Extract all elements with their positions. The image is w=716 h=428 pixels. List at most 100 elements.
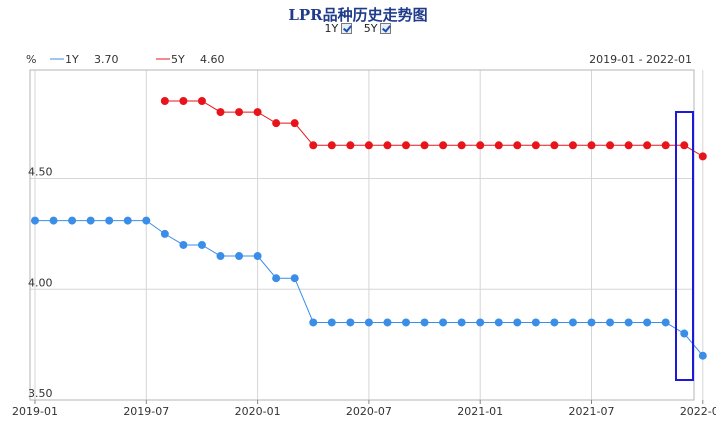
data-point-1Y <box>49 216 58 225</box>
data-point-5Y <box>550 141 559 150</box>
data-point-5Y <box>383 141 392 150</box>
data-point-1Y <box>439 318 448 327</box>
data-point-5Y <box>643 141 652 150</box>
data-point-1Y <box>587 318 596 327</box>
x-tick-label: 2019-07 <box>123 405 169 418</box>
data-point-5Y <box>346 141 355 150</box>
data-point-5Y <box>327 141 336 150</box>
data-point-5Y <box>197 97 206 106</box>
toggle-1y-label: 1Y <box>324 22 339 35</box>
data-point-1Y <box>568 318 577 327</box>
data-point-5Y <box>272 119 281 128</box>
series-toggles: 1Y 5Y <box>0 22 716 35</box>
data-point-5Y <box>698 152 707 161</box>
data-point-1Y <box>643 318 652 327</box>
series-layer <box>31 97 707 360</box>
data-point-1Y <box>680 329 689 338</box>
legend-value-1y: 3.70 <box>94 53 119 66</box>
data-point-5Y <box>587 141 596 150</box>
y-tick-label: 4.50 <box>28 166 53 179</box>
data-point-5Y <box>624 141 633 150</box>
data-point-1Y <box>383 318 392 327</box>
data-point-1Y <box>86 216 95 225</box>
data-point-5Y <box>160 97 169 106</box>
data-point-1Y <box>216 252 225 261</box>
data-point-5Y <box>568 141 577 150</box>
data-point-5Y <box>531 141 540 150</box>
grid-lines <box>30 70 704 401</box>
y-tick-label: 3.50 <box>28 387 53 400</box>
y-tick-label: 4.00 <box>28 276 53 289</box>
data-point-5Y <box>253 108 262 117</box>
data-point-1Y <box>290 274 299 283</box>
data-point-1Y <box>476 318 485 327</box>
data-point-5Y <box>513 141 522 150</box>
legend-name-5y: 5Y <box>171 53 185 66</box>
highlight-box <box>675 111 694 381</box>
data-point-1Y <box>309 318 318 327</box>
x-tick-label: 2020-07 <box>346 405 392 418</box>
toggle-5y[interactable]: 5Y <box>364 22 392 35</box>
data-point-5Y <box>402 141 410 150</box>
x-tick-label: 2020-01 <box>235 405 281 418</box>
data-point-5Y <box>494 141 503 150</box>
data-point-5Y <box>680 141 689 150</box>
data-point-1Y <box>531 318 540 327</box>
data-point-5Y <box>420 141 429 150</box>
data-point-1Y <box>346 318 355 327</box>
plot-frame <box>29 69 695 401</box>
toggle-1y[interactable]: 1Y <box>325 22 353 35</box>
data-point-1Y <box>253 252 262 261</box>
x-tick-label: 2019-01 <box>12 405 58 418</box>
data-point-1Y <box>698 351 707 360</box>
data-point-1Y <box>105 216 114 225</box>
data-point-1Y <box>31 216 39 225</box>
data-point-1Y <box>160 229 169 238</box>
data-point-5Y <box>606 141 615 150</box>
data-point-1Y <box>420 318 429 327</box>
x-tick-label: 2022-01 <box>680 405 716 418</box>
data-point-1Y <box>197 240 206 249</box>
data-point-5Y <box>309 141 318 150</box>
data-point-1Y <box>123 216 132 225</box>
data-point-5Y <box>661 141 670 150</box>
data-point-1Y <box>550 318 559 327</box>
checkbox-checked-icon[interactable] <box>380 23 392 34</box>
data-point-1Y <box>179 240 188 249</box>
y-unit-label: % <box>26 53 36 66</box>
data-point-1Y <box>68 216 77 225</box>
data-point-5Y <box>476 141 485 150</box>
checkbox-checked-icon[interactable] <box>341 23 353 34</box>
data-point-5Y <box>179 97 188 106</box>
data-point-1Y <box>364 318 373 327</box>
x-tick-labels: 2019-01 2019-07 2020-01 2020-07 2021-01 2021-… <box>12 400 716 418</box>
data-point-5Y <box>290 119 299 128</box>
data-point-1Y <box>235 252 244 261</box>
chart-title: LPR品种历史走势图 <box>288 6 428 24</box>
legend: 1Y 3.70 5Y 4.60 <box>50 53 225 66</box>
legend-value-5y: 4.60 <box>200 53 225 66</box>
data-point-5Y <box>216 108 225 117</box>
date-range-label: 2019-01 - 2022-01 <box>589 53 692 66</box>
toggle-5y-label: 5Y <box>363 22 378 35</box>
data-point-1Y <box>327 318 336 327</box>
data-point-5Y <box>235 108 244 117</box>
x-tick-label: 2021-07 <box>569 405 615 418</box>
x-tick-label: 2021-01 <box>457 405 503 418</box>
data-point-1Y <box>606 318 615 327</box>
data-point-1Y <box>661 318 670 327</box>
data-point-1Y <box>272 274 281 283</box>
data-point-1Y <box>142 216 151 225</box>
data-point-1Y <box>494 318 503 327</box>
data-point-1Y <box>624 318 633 327</box>
data-point-1Y <box>513 318 522 327</box>
legend-name-1y: 1Y <box>65 53 79 66</box>
y-tick-labels: 3.50 4.00 4.50 <box>28 166 53 400</box>
data-point-5Y <box>457 141 466 150</box>
series-line-5Y <box>164 100 704 157</box>
data-point-1Y <box>402 318 410 327</box>
data-point-1Y <box>457 318 466 327</box>
data-point-5Y <box>439 141 448 150</box>
data-point-5Y <box>364 141 373 150</box>
